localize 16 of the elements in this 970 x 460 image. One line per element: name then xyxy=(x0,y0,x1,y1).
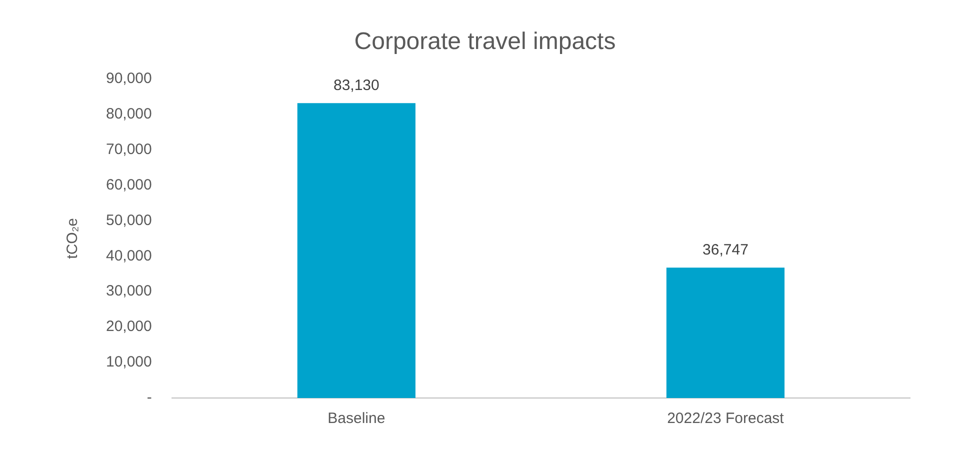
y-tick-label: 20,000 xyxy=(106,318,152,336)
y-tick-label: 40,000 xyxy=(106,247,152,264)
y-tick-label: - xyxy=(146,389,152,406)
data-label: 83,130 xyxy=(333,76,380,94)
y-tick-label: 50,000 xyxy=(106,212,152,229)
y-tick-label: 80,000 xyxy=(106,105,152,122)
y-tick-label: 60,000 xyxy=(106,176,152,194)
y-axis-title: tCO₂e xyxy=(64,218,82,259)
x-tick-label: 2022/23 Forecast xyxy=(667,410,785,428)
y-tick-label: 90,000 xyxy=(106,70,152,87)
y-tick-label: 10,000 xyxy=(106,354,152,371)
chart-title: Corporate travel impacts xyxy=(354,28,616,56)
data-label: 36,747 xyxy=(702,241,748,258)
y-tick-label: 70,000 xyxy=(106,140,152,158)
y-tick-label: 30,000 xyxy=(106,282,152,300)
x-tick-label: Baseline xyxy=(328,410,386,428)
